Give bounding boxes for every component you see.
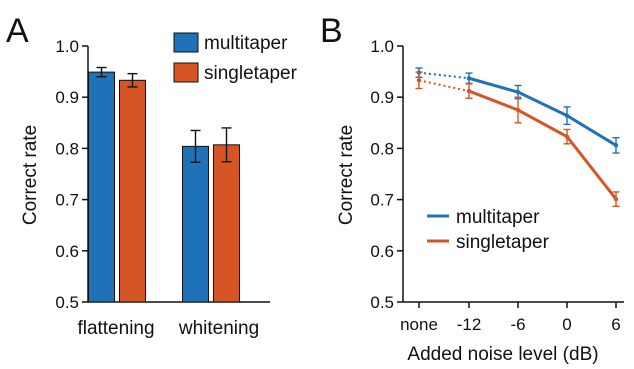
panel-a-y-tick-label: 0.5 xyxy=(55,293,79,312)
data-point-singletaper xyxy=(466,88,472,94)
panel-b-y-tick-label: 0.5 xyxy=(370,293,394,312)
panel-a-y-tick-label: 0.7 xyxy=(55,191,79,210)
data-point-singletaper xyxy=(564,134,570,139)
data-point-multitaper xyxy=(466,76,472,81)
data-point-multitaper xyxy=(613,143,619,148)
legend-label-singletaper: singletaper xyxy=(456,232,550,253)
bar-singletaper-flattening xyxy=(119,79,146,303)
panel-b-x-tick-label: 6 xyxy=(611,315,620,334)
series-line-dotted-multitaper xyxy=(418,71,470,80)
series-line-dotted-singletaper xyxy=(418,79,470,93)
panel-b-y-tick-label: 0.8 xyxy=(370,139,394,158)
panel-b-letter: B xyxy=(320,12,343,50)
panel-a-y-tick-label: 0.9 xyxy=(55,88,79,107)
data-point-singletaper xyxy=(613,196,619,202)
data-point-multitaper xyxy=(564,113,570,118)
panel-b-y-tick-label: 0.7 xyxy=(370,191,394,210)
panel-a-letter: A xyxy=(6,12,29,50)
legend-swatch-multitaper xyxy=(173,32,199,53)
panel-b: B Correct rate Added noise level (dB) 0.… xyxy=(320,12,624,365)
data-point-singletaper xyxy=(416,78,422,83)
series-line-multitaper xyxy=(468,76,617,147)
data-point-multitaper xyxy=(515,89,521,95)
panel-a-y-axis-label: Correct rate xyxy=(20,125,41,225)
bar-multitaper-flattening xyxy=(88,71,115,303)
bar-multitaper-whitening xyxy=(182,145,209,303)
legend-label-multitaper: multitaper xyxy=(456,207,540,228)
panel-b-x-axis-label: Added noise level (dB) xyxy=(407,344,598,365)
panel-a-x-tick-label: flattening xyxy=(77,318,154,339)
legend-label-singletaper: singletaper xyxy=(204,63,298,84)
data-point-singletaper xyxy=(515,107,521,113)
panel-b-y-tick-label: 0.6 xyxy=(370,242,394,261)
legend-label-multitaper: multitaper xyxy=(204,33,288,54)
panel-b-x-tick-label: -12 xyxy=(457,315,482,334)
panel-a-y-tick-label: 0.6 xyxy=(55,242,79,261)
panel-a: A Correct rate 0.5 0.6 0.7 0.8 0.9 1.0 flatten… xyxy=(6,12,298,339)
panel-a-y-tick-label: 0.8 xyxy=(55,139,79,158)
panel-b-y-axis-label: Correct rate xyxy=(336,125,357,225)
panel-a-x-tick-label: whitening xyxy=(178,318,259,339)
panel-b-x-tick-label: none xyxy=(400,315,438,334)
panel-b-y-tick-label: 1.0 xyxy=(370,37,394,56)
panel-b-x-tick-label: -6 xyxy=(510,315,525,334)
bar-singletaper-whitening xyxy=(213,144,240,303)
series-line-singletaper xyxy=(468,89,618,201)
panel-a-y-tick-label: 1.0 xyxy=(55,37,79,56)
panel-b-y-tick-label: 0.9 xyxy=(370,88,394,107)
panel-b-x-tick-label: 0 xyxy=(562,315,571,334)
legend-swatch-singletaper xyxy=(173,62,199,83)
